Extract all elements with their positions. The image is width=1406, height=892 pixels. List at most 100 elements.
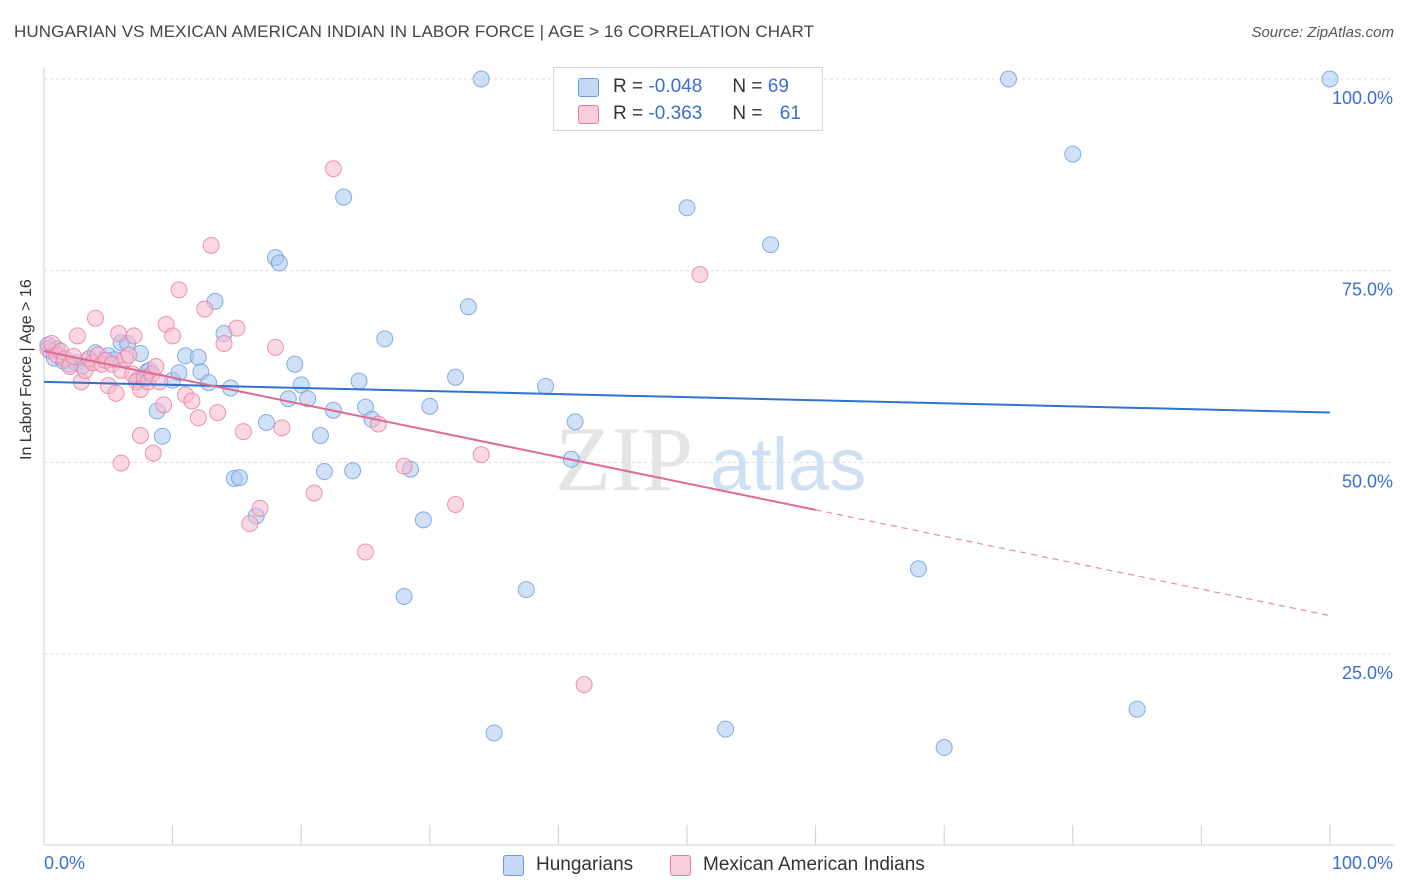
- data-point: [395, 588, 413, 605]
- data-point: [125, 327, 143, 345]
- trend-line-solid: [43, 380, 1331, 414]
- legend-r-label: R =: [613, 103, 644, 124]
- data-point: [909, 560, 927, 578]
- data-point: [112, 454, 130, 472]
- x-tick-label: 100.0%: [1332, 853, 1393, 873]
- data-point: [170, 364, 188, 382]
- data-point: [228, 319, 246, 337]
- data-point: [447, 368, 465, 386]
- data-point: [1000, 70, 1017, 88]
- legend-n-value: 61: [779, 103, 801, 124]
- data-point: [305, 484, 323, 502]
- bottom-legend-mexican-american-indians: Mexican American Indians: [670, 852, 925, 878]
- data-point: [299, 390, 317, 408]
- data-point: [251, 499, 269, 517]
- data-point: [421, 397, 439, 415]
- x-tick-labels: 0.0% 100.0%: [44, 853, 1393, 873]
- data-point: [1128, 700, 1146, 718]
- data-point: [230, 469, 248, 487]
- legend-swatch-hungarians: [578, 77, 599, 97]
- y-tick-labels: 25.0% 50.0% 75.0% 100.0%: [1332, 88, 1393, 683]
- watermark-atlas: atlas: [710, 423, 866, 506]
- legend-swatch-mexican-american-indians: [578, 104, 599, 124]
- legend-row-mexican-american-indians: R = -0.363 N = 61: [578, 101, 801, 127]
- bottom-legend-label-mexican-american-indians: Mexican American Indians: [703, 854, 925, 875]
- data-point: [164, 327, 182, 345]
- bottom-legend-swatch-mexican-american-indians: [670, 854, 691, 876]
- data-point: [459, 298, 477, 316]
- x-tick-label: 0.0%: [44, 853, 85, 873]
- data-point: [189, 409, 207, 427]
- data-point: [1064, 145, 1082, 163]
- data-point: [110, 325, 128, 343]
- data-point: [183, 392, 201, 410]
- y-tick-label: 25.0%: [1342, 663, 1393, 683]
- data-point: [311, 427, 329, 444]
- bottom-legend-label-hungarians: Hungarians: [536, 854, 634, 875]
- data-point: [517, 581, 535, 599]
- data-point: [68, 327, 86, 345]
- data-point: [566, 413, 584, 431]
- data-point: [153, 427, 171, 445]
- data-point: [762, 236, 780, 254]
- data-point: [234, 423, 252, 441]
- legend-n-label: N =: [732, 76, 763, 97]
- y-axis-label: In Labor Force | Age > 16: [18, 279, 35, 460]
- data-point: [472, 446, 490, 464]
- data-point: [344, 462, 362, 480]
- legend-n-label: N =: [732, 103, 763, 124]
- data-point: [120, 346, 138, 364]
- chart-title: HUNGARIAN VS MEXICAN AMERICAN INDIAN IN …: [14, 22, 815, 41]
- bottom-legend-hungarians: Hungarians: [503, 852, 633, 878]
- data-point: [935, 739, 953, 757]
- legend-r-label: R =: [613, 76, 644, 97]
- data-point: [376, 330, 394, 348]
- data-point: [324, 160, 342, 178]
- y-tick-label: 50.0%: [1342, 471, 1393, 491]
- data-point: [257, 413, 275, 431]
- data-point: [575, 676, 593, 694]
- data-point: [209, 404, 227, 421]
- watermark: ZIP atlas: [555, 408, 866, 510]
- data-point: [485, 724, 503, 742]
- data-point: [335, 188, 353, 206]
- data-point: [273, 419, 291, 437]
- data-point: [717, 720, 735, 738]
- data-point: [196, 300, 214, 318]
- data-point: [107, 384, 125, 402]
- data-point: [170, 281, 188, 299]
- data-point: [447, 496, 465, 513]
- legend-r-value: -0.363: [648, 103, 703, 124]
- data-point: [200, 374, 218, 392]
- data-point: [189, 348, 207, 366]
- data-point: [357, 543, 374, 561]
- data-point: [151, 373, 169, 391]
- source-label: Source: ZipAtlas.com: [1251, 24, 1394, 41]
- data-point: [144, 444, 162, 462]
- data-point: [202, 236, 220, 254]
- data-point: [472, 70, 490, 88]
- data-point: [691, 266, 709, 283]
- data-point: [350, 372, 368, 390]
- grid-lines: [44, 78, 1395, 655]
- data-point: [286, 355, 304, 373]
- data-point: [215, 335, 233, 352]
- y-tick-label: 75.0%: [1342, 280, 1393, 300]
- legend-row-hungarians: R = -0.048 N = 69: [578, 74, 789, 100]
- data-point: [414, 511, 432, 529]
- legend-r-value: -0.048: [648, 76, 703, 97]
- data-point: [155, 396, 173, 414]
- data-point: [395, 457, 413, 475]
- data-point: [86, 309, 104, 327]
- data-point: [537, 377, 555, 395]
- data-point: [678, 199, 696, 217]
- legend: R = -0.048 N = 69 R = -0.363 N = 61: [553, 67, 823, 131]
- trend-line-dashed: [815, 509, 1331, 617]
- data-point: [270, 254, 288, 272]
- points-mexican-american-indians: [39, 160, 709, 694]
- data-point: [266, 338, 284, 356]
- y-tick-label: 100.0%: [1332, 88, 1393, 108]
- legend-n-value: 69: [767, 76, 789, 97]
- trend-lines: [43, 350, 1331, 617]
